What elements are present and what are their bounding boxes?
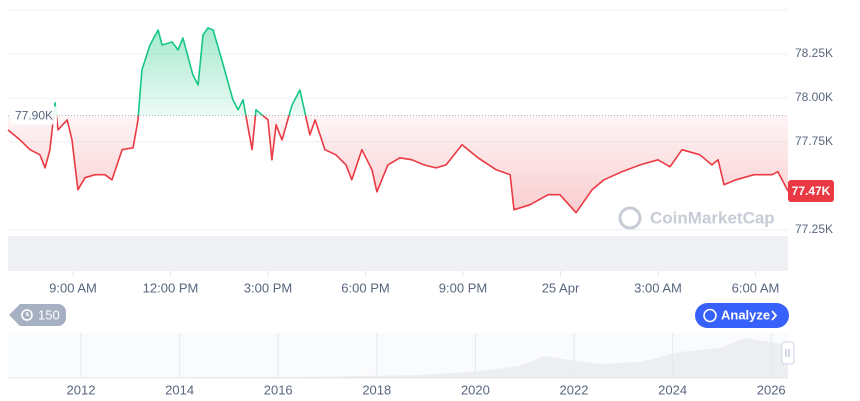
navigator-label: 2012 bbox=[67, 382, 96, 397]
current-price-box bbox=[788, 180, 834, 203]
history-label: 150 bbox=[38, 307, 60, 322]
navigator-label: 2020 bbox=[461, 382, 490, 397]
y-tick-label: 77.25K bbox=[795, 222, 833, 236]
watermark: CoinMarketCap bbox=[618, 206, 775, 230]
price-line bbox=[7, 27, 789, 214]
y-tick-label: 78.25K bbox=[795, 46, 833, 60]
history-button[interactable]: 150 bbox=[9, 304, 66, 326]
y-tick-label: 78.00K bbox=[795, 90, 833, 104]
navigator-label: 2022 bbox=[560, 382, 589, 397]
navigator-label: 2026 bbox=[757, 382, 786, 397]
navigator bbox=[8, 333, 795, 379]
x-tick-label: 9:00 AM bbox=[49, 280, 97, 295]
x-tick-label: 9:00 PM bbox=[439, 280, 487, 295]
volume-area bbox=[8, 236, 788, 271]
x-tick-label: 6:00 PM bbox=[341, 280, 389, 295]
navigator-label: 2024 bbox=[658, 382, 687, 397]
baseline-label-bg bbox=[11, 106, 57, 125]
y-tick-label: 77.75K bbox=[795, 134, 833, 148]
x-tick-label: 25 Apr bbox=[542, 280, 580, 295]
analyze-button[interactable]: Analyze bbox=[695, 303, 789, 328]
x-tick-label: 3:00 PM bbox=[244, 280, 292, 295]
x-tick-label: 12:00 PM bbox=[143, 280, 199, 295]
current-price-label: 77.47K bbox=[792, 184, 831, 198]
navigator-label: 2016 bbox=[264, 382, 293, 397]
navigator-label: 2014 bbox=[165, 382, 194, 397]
x-tick-label: 6:00 AM bbox=[732, 280, 780, 295]
analyze-label: Analyze bbox=[721, 307, 770, 322]
baseline-label: 77.90K bbox=[15, 109, 53, 123]
price-area bbox=[8, 27, 788, 213]
watermark-text: CoinMarketCap bbox=[650, 208, 775, 227]
x-tick-label: 3:00 AM bbox=[634, 280, 682, 295]
navigator-label: 2018 bbox=[362, 382, 391, 397]
